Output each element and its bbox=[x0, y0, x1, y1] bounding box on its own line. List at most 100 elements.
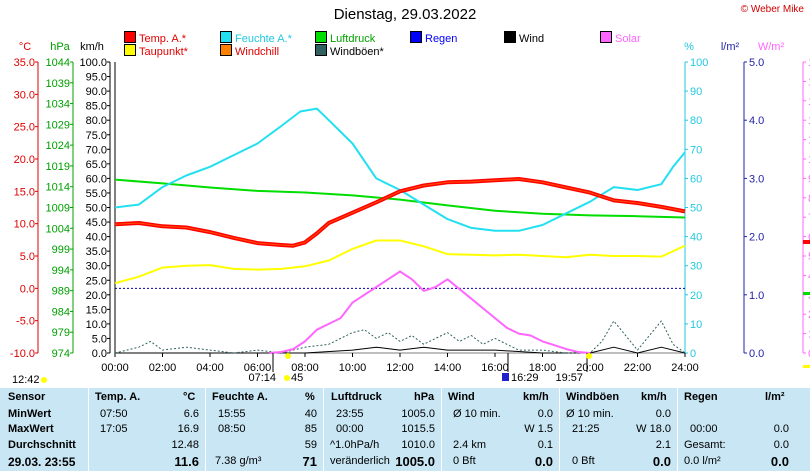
temp-min: 6.6 bbox=[183, 408, 199, 420]
wind-now: 0.0 bbox=[534, 454, 553, 469]
pressure-tick-label: 989 bbox=[52, 286, 70, 298]
stats-divider bbox=[205, 388, 206, 471]
legend-label: Windchill bbox=[235, 46, 280, 58]
solar-tick-label: 900 bbox=[808, 173, 810, 185]
wind-avg-label: Ø 10 min. bbox=[453, 408, 501, 420]
pressure-tick-label: 1039 bbox=[46, 78, 70, 90]
wind-tick-label: 0.0 bbox=[92, 348, 107, 360]
noon-time-label: 16:29 bbox=[511, 372, 539, 384]
pressure-tick-label: 999 bbox=[52, 244, 70, 256]
series-line-taupunkt bbox=[114, 239, 686, 285]
wind-tick-label: 5.0 bbox=[92, 333, 107, 345]
wind-tick-label: 35.0 bbox=[86, 246, 107, 258]
press-max-time: 00:00 bbox=[336, 423, 364, 435]
gust-now: 0.0 bbox=[652, 454, 671, 469]
legend-swatch bbox=[124, 44, 136, 56]
solar-tick-label: 300 bbox=[808, 290, 810, 302]
temp-tick-label: 15.0 bbox=[14, 186, 35, 198]
legend-swatch bbox=[220, 44, 232, 56]
wind-tick-label: 40.0 bbox=[86, 232, 107, 244]
header-press: Luftdruck bbox=[331, 391, 382, 403]
x-tick-label: 12:00 bbox=[386, 362, 414, 374]
humidity-tick-label: 50 bbox=[690, 203, 702, 215]
temp-tick-label: 20.0 bbox=[14, 154, 35, 166]
sunrise-sun-icon bbox=[284, 375, 290, 381]
legend-item: Temp. A.* bbox=[124, 31, 186, 45]
solar-tick-label: 800 bbox=[808, 193, 810, 205]
solar-tick-label: 100 bbox=[808, 329, 810, 341]
solar-tick-label: 1300 bbox=[808, 96, 810, 108]
series-line-feuchtea bbox=[114, 107, 686, 232]
humidity-tick-label: 70 bbox=[690, 144, 702, 156]
wind-tick-label: 95.0 bbox=[86, 72, 107, 84]
legend-swatch bbox=[124, 31, 136, 43]
temp-tick-label: -10.0 bbox=[10, 348, 35, 360]
pressure-current-marker bbox=[803, 292, 810, 295]
x-tick-label: 04:00 bbox=[196, 362, 224, 374]
credit-label[interactable]: © Weber Mike bbox=[740, 4, 804, 15]
legend-swatch bbox=[315, 44, 327, 56]
rain-tick-label: 4.0 bbox=[749, 115, 764, 127]
chart-title: Dienstag, 29.03.2022 bbox=[333, 6, 477, 23]
humidity-tick-label: 60 bbox=[690, 173, 702, 185]
pressure-tick-label: 979 bbox=[52, 327, 70, 339]
pressure-tick-label: 1004 bbox=[46, 223, 70, 235]
rain-total: 0.0 bbox=[773, 439, 789, 451]
legend-label: Feuchte A.* bbox=[235, 33, 292, 45]
sunrise-time-label-2: 45 bbox=[291, 372, 303, 384]
header-wind-unit: km/h bbox=[523, 391, 549, 403]
temp-tick-label: 5.0 bbox=[20, 251, 35, 263]
press-min-time: 23:55 bbox=[336, 408, 364, 420]
row-avg-label: Durchschnitt bbox=[8, 439, 76, 451]
legend-label: Windböen* bbox=[330, 46, 384, 58]
rain-max: 0.0 bbox=[773, 423, 789, 435]
pressure-tick-label: 1034 bbox=[46, 99, 70, 111]
solar-tick-label: 1500 bbox=[808, 57, 810, 69]
temp-min-time: 07:50 bbox=[100, 408, 128, 420]
solar-tick-label: 200 bbox=[808, 309, 810, 321]
wind-avg: 0.0 bbox=[537, 408, 553, 420]
rain-tick-label: 0.0 bbox=[749, 348, 764, 360]
solar-tick-label: 1400 bbox=[808, 76, 810, 88]
noon-marker-icon bbox=[502, 373, 509, 381]
press-min: 1005.0 bbox=[401, 408, 435, 420]
x-tick-label: 20:00 bbox=[576, 362, 604, 374]
legend-item: Taupunkt* bbox=[124, 44, 188, 58]
dew-current-marker bbox=[803, 365, 810, 368]
series-line-wind bbox=[115, 346, 686, 354]
hum-max-time: 08:50 bbox=[218, 423, 246, 435]
header-gust: Windböen bbox=[566, 391, 620, 403]
humidity-tick-label: 90 bbox=[690, 86, 702, 98]
press-state: veränderlich bbox=[330, 455, 390, 467]
legend-item: Regen bbox=[410, 31, 457, 45]
series-line-windchill bbox=[114, 178, 686, 247]
rain-tick-label: 3.0 bbox=[749, 173, 764, 185]
wind-dist-value: 0.1 bbox=[537, 439, 553, 451]
stats-divider bbox=[559, 388, 560, 471]
weather-chart: 35.0 30.0 25.0 20.0 15.0 10.0 5.0 0.0 -5.0 -10.0 °… bbox=[10, 41, 810, 386]
temp-tick-label: 0.0 bbox=[20, 283, 35, 295]
series-line-solar bbox=[269, 270, 591, 354]
wind-tick-label: 85.0 bbox=[86, 101, 107, 113]
gust-row3: 2.1 bbox=[655, 439, 671, 451]
wind-tick-label: 45.0 bbox=[86, 217, 107, 229]
pressure-tick-label: 974 bbox=[52, 348, 70, 360]
stats-table: Sensor Temp. A. °C Feuchte A. % Luftdruc… bbox=[0, 388, 810, 471]
wind-tick-label: 75.0 bbox=[86, 130, 107, 142]
legend-swatch bbox=[600, 31, 612, 43]
wind-tick-label: 70.0 bbox=[86, 144, 107, 156]
hum-min-time: 15:55 bbox=[218, 408, 246, 420]
solar-unit-label: W/m² bbox=[758, 41, 785, 53]
header-sensor: Sensor bbox=[8, 391, 46, 403]
solar-tick-label: 1100 bbox=[808, 135, 810, 147]
solar-tick-label: 0 bbox=[808, 348, 810, 360]
pressure-tick-label: 1044 bbox=[46, 57, 70, 69]
humidity-tick-label: 0 bbox=[690, 348, 696, 360]
x-tick-label: 08:00 bbox=[291, 362, 319, 374]
legend-swatch bbox=[504, 31, 516, 43]
header-temp: Temp. A. bbox=[95, 391, 141, 403]
gust-avg: 0.0 bbox=[655, 408, 671, 420]
hum-now: 71 bbox=[302, 454, 317, 469]
header-rain: Regen bbox=[684, 391, 718, 403]
pressure-tick-label: 994 bbox=[52, 265, 70, 277]
